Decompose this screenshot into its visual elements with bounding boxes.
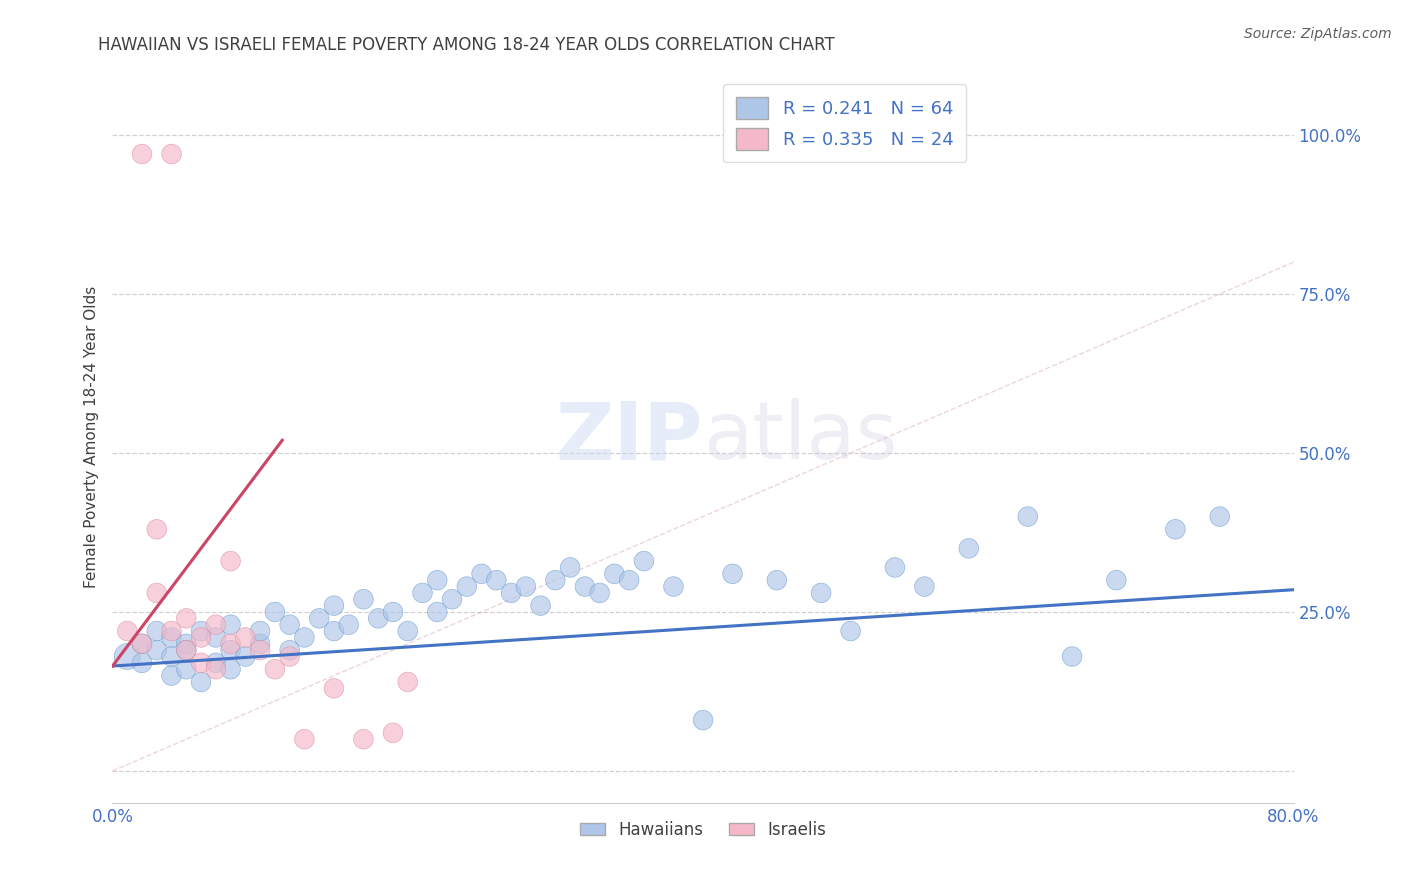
Point: [456, 580, 478, 594]
Point: [766, 573, 789, 587]
Point: [160, 649, 183, 664]
Point: [174, 611, 197, 625]
Point: [619, 573, 641, 587]
Point: [160, 668, 183, 682]
Point: [603, 566, 626, 581]
Point: [249, 624, 271, 638]
Point: [264, 605, 287, 619]
Point: [501, 586, 523, 600]
Point: [810, 586, 832, 600]
Point: [352, 592, 374, 607]
Point: [131, 637, 153, 651]
Point: [558, 560, 582, 574]
Point: [131, 656, 153, 670]
Point: [574, 580, 596, 594]
Point: [249, 643, 271, 657]
Point: [633, 554, 655, 568]
Point: [160, 147, 183, 161]
Point: [219, 643, 242, 657]
Point: [396, 675, 419, 690]
Point: [174, 643, 197, 657]
Point: [219, 662, 242, 676]
Point: [292, 732, 315, 747]
Point: [205, 617, 228, 632]
Point: [1017, 509, 1039, 524]
Point: [190, 631, 212, 645]
Point: [174, 662, 197, 676]
Point: [174, 643, 197, 657]
Point: [485, 573, 508, 587]
Point: [839, 624, 862, 638]
Point: [323, 681, 346, 696]
Text: Source: ZipAtlas.com: Source: ZipAtlas.com: [1244, 27, 1392, 41]
Point: [884, 560, 907, 574]
Point: [515, 580, 537, 594]
Point: [1208, 509, 1232, 524]
Y-axis label: Female Poverty Among 18-24 Year Olds: Female Poverty Among 18-24 Year Olds: [83, 286, 98, 588]
Text: ZIP: ZIP: [555, 398, 703, 476]
Point: [146, 586, 169, 600]
Point: [160, 624, 183, 638]
Point: [323, 624, 346, 638]
Point: [190, 624, 212, 638]
Point: [470, 566, 494, 581]
Point: [1105, 573, 1128, 587]
Point: [692, 713, 714, 727]
Point: [205, 662, 228, 676]
Point: [146, 624, 169, 638]
Point: [131, 147, 153, 161]
Point: [441, 592, 464, 607]
Text: HAWAIIAN VS ISRAELI FEMALE POVERTY AMONG 18-24 YEAR OLDS CORRELATION CHART: HAWAIIAN VS ISRAELI FEMALE POVERTY AMONG…: [98, 36, 835, 54]
Point: [337, 617, 360, 632]
Point: [278, 643, 301, 657]
Point: [160, 631, 183, 645]
Point: [292, 631, 315, 645]
Text: atlas: atlas: [703, 398, 897, 476]
Point: [219, 637, 242, 651]
Point: [382, 726, 405, 740]
Legend: Hawaiians, Israelis: Hawaiians, Israelis: [574, 814, 832, 846]
Point: [146, 522, 169, 536]
Point: [219, 554, 242, 568]
Point: [352, 732, 374, 747]
Point: [117, 624, 138, 638]
Point: [249, 637, 271, 651]
Point: [426, 573, 449, 587]
Point: [323, 599, 346, 613]
Point: [426, 605, 449, 619]
Point: [721, 566, 744, 581]
Point: [131, 637, 153, 651]
Point: [544, 573, 567, 587]
Point: [278, 649, 301, 664]
Point: [190, 656, 212, 670]
Point: [529, 599, 551, 613]
Point: [588, 586, 610, 600]
Point: [278, 617, 301, 632]
Point: [914, 580, 936, 594]
Point: [411, 586, 433, 600]
Point: [219, 617, 242, 632]
Point: [382, 605, 405, 619]
Point: [174, 637, 197, 651]
Point: [957, 541, 980, 556]
Point: [396, 624, 419, 638]
Point: [367, 611, 389, 625]
Point: [233, 649, 256, 664]
Point: [308, 611, 330, 625]
Point: [264, 662, 287, 676]
Point: [205, 631, 228, 645]
Point: [1164, 522, 1187, 536]
Point: [233, 631, 256, 645]
Point: [662, 580, 685, 594]
Point: [117, 649, 138, 664]
Point: [205, 656, 228, 670]
Point: [190, 675, 212, 690]
Point: [146, 643, 169, 657]
Point: [1062, 649, 1084, 664]
